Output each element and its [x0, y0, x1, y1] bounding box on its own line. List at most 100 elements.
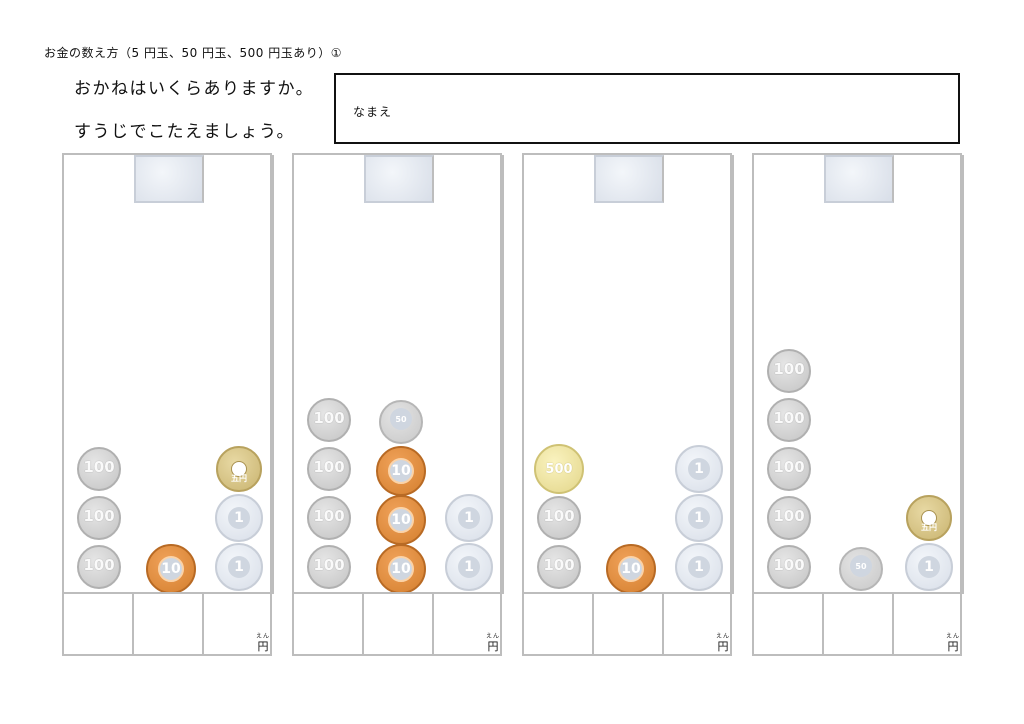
coin-panel-3: 100 100 500 10 1 1 1 えん円	[522, 153, 734, 656]
coin-panel-1: 100 100 100 10 1 1 五円えん円	[62, 153, 274, 656]
yen-unit-label: えん円	[715, 633, 730, 653]
coin-value: 1	[688, 507, 710, 529]
coin-value: 100	[773, 360, 805, 378]
name-field[interactable]: なまえ	[334, 73, 960, 144]
answer-box[interactable]	[524, 592, 594, 656]
50-yen-coin-icon: 50	[839, 547, 883, 591]
answer-box[interactable]	[64, 592, 134, 656]
100-yen-coin-icon: 100	[767, 398, 811, 442]
1-yen-coin-icon: 1	[675, 494, 723, 542]
coin-value: 50	[850, 555, 872, 577]
coin-value: 10	[388, 556, 414, 582]
answer-box[interactable]	[594, 592, 664, 656]
coin-value: 10	[388, 507, 414, 533]
coin-value: 1	[688, 556, 710, 578]
100-yen-coin-icon: 100	[77, 447, 121, 491]
coin-column: 1 1 1	[664, 155, 734, 592]
coin-hole	[231, 461, 247, 477]
coin-value: 100	[543, 507, 575, 525]
50-yen-coin-icon: 50	[379, 400, 423, 444]
coin-hole	[921, 510, 937, 526]
100-yen-coin-icon: 100	[77, 496, 121, 540]
coin-value: 1	[918, 556, 940, 578]
1-yen-coin-icon: 1	[675, 445, 723, 493]
coin-value: 五円	[231, 474, 247, 483]
coin-value: 100	[83, 458, 115, 476]
100-yen-coin-icon: 100	[767, 349, 811, 393]
5-yen-coin-icon: 五円	[906, 495, 952, 541]
10-yen-coin-icon: 10	[606, 544, 656, 594]
coin-column: 10	[134, 155, 204, 594]
10-yen-coin-icon: 10	[376, 446, 426, 496]
100-yen-coin-icon: 100	[537, 496, 581, 540]
coin-value: 1	[458, 556, 480, 578]
answer-box[interactable]	[824, 592, 894, 656]
100-yen-coin-icon: 100	[767, 545, 811, 589]
answer-box[interactable]	[364, 592, 434, 656]
coin-value: 五円	[921, 523, 937, 532]
100-yen-coin-icon: 100	[307, 545, 351, 589]
answer-box[interactable]	[294, 592, 364, 656]
100-yen-coin-icon: 100	[307, 447, 351, 491]
worksheet-title: お金の数え方（5 円玉、50 円玉、500 円玉あり）①	[44, 46, 343, 60]
instruction-line-2: すうじでこたえましょう。	[74, 122, 295, 142]
coin-column: 100 100 100	[64, 155, 134, 592]
coin-value: 10	[618, 556, 644, 582]
coin-value: 100	[543, 556, 575, 574]
1-yen-coin-icon: 1	[675, 543, 723, 591]
coin-value: 1	[458, 507, 480, 529]
coin-column: 1 1 五円	[204, 155, 274, 592]
coin-value: 100	[773, 556, 805, 574]
100-yen-coin-icon: 100	[77, 545, 121, 589]
coin-value: 10	[158, 556, 184, 582]
100-yen-coin-icon: 100	[767, 496, 811, 540]
coin-value: 100	[313, 458, 345, 476]
coin-value: 500	[545, 461, 573, 477]
answer-box[interactable]: えん円	[894, 592, 964, 656]
answer-box[interactable]	[134, 592, 204, 656]
5-yen-coin-icon: 五円	[216, 446, 262, 492]
coin-value: 100	[313, 409, 345, 427]
1-yen-coin-icon: 1	[215, 494, 263, 542]
100-yen-coin-icon: 100	[307, 496, 351, 540]
10-yen-coin-icon: 10	[376, 495, 426, 545]
1-yen-coin-icon: 1	[905, 543, 953, 591]
coin-value: 50	[390, 408, 412, 430]
100-yen-coin-icon: 100	[537, 545, 581, 589]
yen-unit-label: えん円	[945, 633, 960, 653]
coin-value: 1	[228, 507, 250, 529]
yen-ruby: えん	[485, 633, 500, 640]
coin-column: 1 五円	[894, 155, 964, 592]
coin-value: 100	[313, 507, 345, 525]
coin-value: 1	[688, 458, 710, 480]
10-yen-coin-icon: 10	[146, 544, 196, 594]
yen-ruby: えん	[945, 633, 960, 640]
coin-column: 10 10 10 50	[364, 155, 434, 594]
coin-panel-4: 100 100 100 100 100 50 1 五円えん円	[752, 153, 964, 656]
answer-box[interactable]: えん円	[204, 592, 274, 656]
coin-value: 100	[773, 409, 805, 427]
name-label: なまえ	[353, 105, 393, 119]
answer-box[interactable]: えん円	[434, 592, 504, 656]
coin-column: 10	[594, 155, 664, 594]
1-yen-coin-icon: 1	[215, 543, 263, 591]
coin-value: 100	[83, 507, 115, 525]
yen-unit-label: えん円	[255, 633, 270, 653]
yen-unit-label: えん円	[485, 633, 500, 653]
1-yen-coin-icon: 1	[445, 494, 493, 542]
coin-panel-2: 100 100 100 100 10 10 10 50 1 1 えん円	[292, 153, 504, 656]
answer-box[interactable]	[754, 592, 824, 656]
100-yen-coin-icon: 100	[767, 447, 811, 491]
yen-ruby: えん	[715, 633, 730, 640]
coin-value: 100	[83, 556, 115, 574]
coin-column: 50	[824, 155, 894, 591]
yen-kanji: 円	[487, 640, 499, 653]
answer-box[interactable]: えん円	[664, 592, 734, 656]
100-yen-coin-icon: 100	[307, 398, 351, 442]
coin-value: 1	[228, 556, 250, 578]
coin-column: 100 100 500	[524, 155, 594, 592]
yen-kanji: 円	[717, 640, 729, 653]
yen-ruby: えん	[255, 633, 270, 640]
coin-value: 100	[773, 507, 805, 525]
